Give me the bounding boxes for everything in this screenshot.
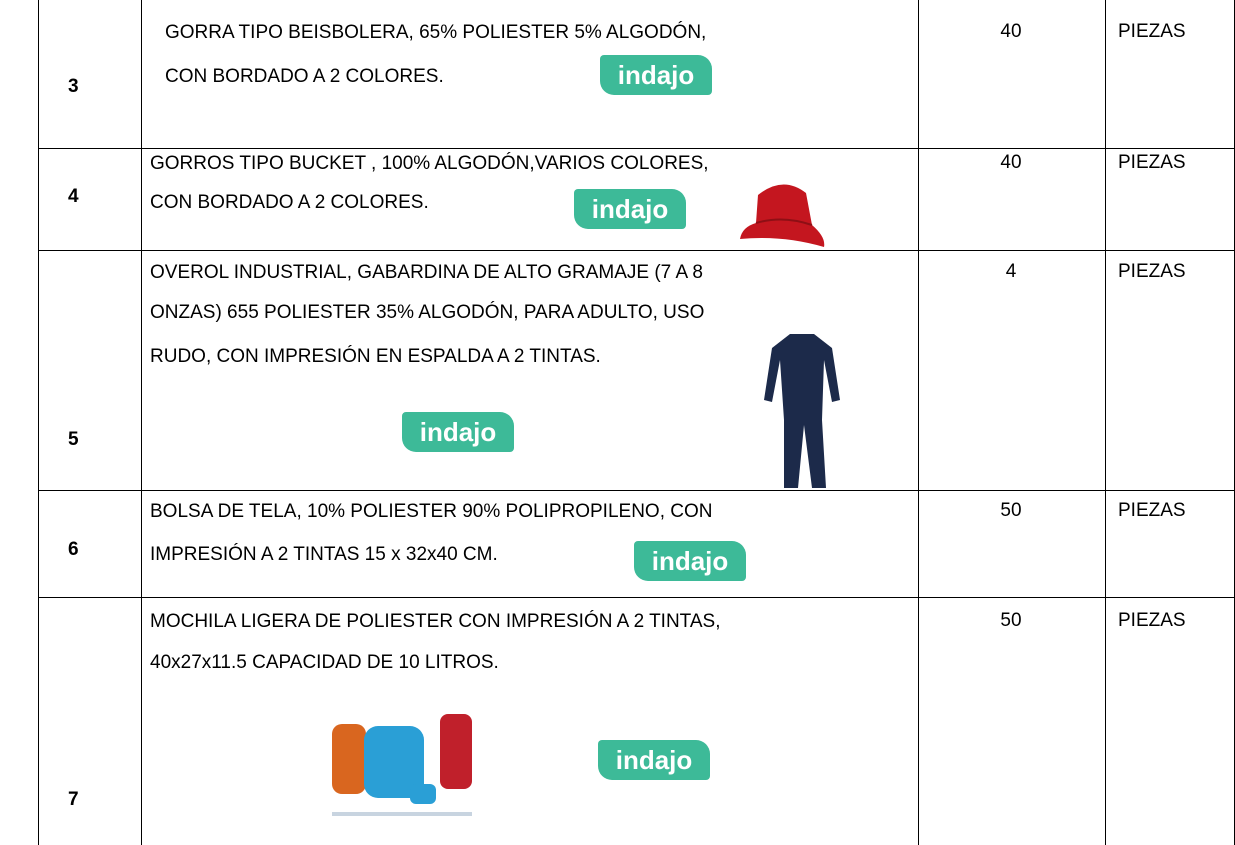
description-line: 40x27x11.5 CAPACIDAD DE 10 LITROS.: [150, 652, 499, 673]
description-line: MOCHILA LIGERA DE POLIESTER CON IMPRESIÓ…: [150, 611, 721, 632]
item-number: 5: [68, 429, 79, 450]
brand-logo: indajo: [600, 55, 712, 95]
description-line: OVEROL INDUSTRIAL, GABARDINA DE ALTO GRA…: [150, 262, 703, 283]
quantity: 40: [1000, 21, 1022, 42]
brand-logo: indajo: [574, 189, 686, 229]
row-border: [38, 148, 1235, 149]
description-line: ONZAS) 655 POLIESTER 35% ALGODÓN, PARA A…: [150, 302, 705, 323]
item-number: 4: [68, 186, 79, 207]
column-border: [918, 0, 919, 845]
brand-logo: indajo: [634, 541, 746, 581]
bucket-hat-image: [740, 184, 825, 247]
row-border: [38, 250, 1235, 251]
row-border: [38, 490, 1235, 491]
description-line: RUDO, CON IMPRESIÓN EN ESPALDA A 2 TINTA…: [150, 346, 601, 367]
column-border: [141, 0, 142, 845]
description-line: BOLSA DE TELA, 10% POLIESTER 90% POLIPRO…: [150, 501, 713, 522]
column-border: [38, 0, 39, 845]
quantity: 40: [1000, 152, 1022, 173]
overall-image: [764, 334, 840, 488]
item-number: 7: [68, 789, 79, 810]
description-line: GORROS TIPO BUCKET , 100% ALGODÓN,VARIOS…: [150, 153, 709, 174]
quantity: 50: [1000, 610, 1022, 631]
quantity: 50: [1000, 500, 1022, 521]
unit: PIEZAS: [1118, 261, 1186, 282]
quantity: 4: [1005, 261, 1017, 282]
unit: PIEZAS: [1118, 500, 1186, 521]
column-border: [1105, 0, 1106, 845]
brand-logo: indajo: [598, 740, 710, 780]
row-border: [38, 597, 1235, 598]
description-line: CON BORDADO A 2 COLORES.: [150, 192, 429, 213]
brand-logo: indajo: [402, 412, 514, 452]
item-number: 6: [68, 539, 79, 560]
unit: PIEZAS: [1118, 21, 1186, 42]
unit: PIEZAS: [1118, 610, 1186, 631]
item-number: 3: [68, 76, 79, 97]
description-line: CON BORDADO A 2 COLORES.: [165, 66, 444, 87]
unit: PIEZAS: [1118, 152, 1186, 173]
description-line: IMPRESIÓN A 2 TINTAS 15 x 32x40 CM.: [150, 544, 498, 565]
description-line: GORRA TIPO BEISBOLERA, 65% POLIESTER 5% …: [165, 22, 707, 43]
backpack-image: [332, 714, 472, 816]
